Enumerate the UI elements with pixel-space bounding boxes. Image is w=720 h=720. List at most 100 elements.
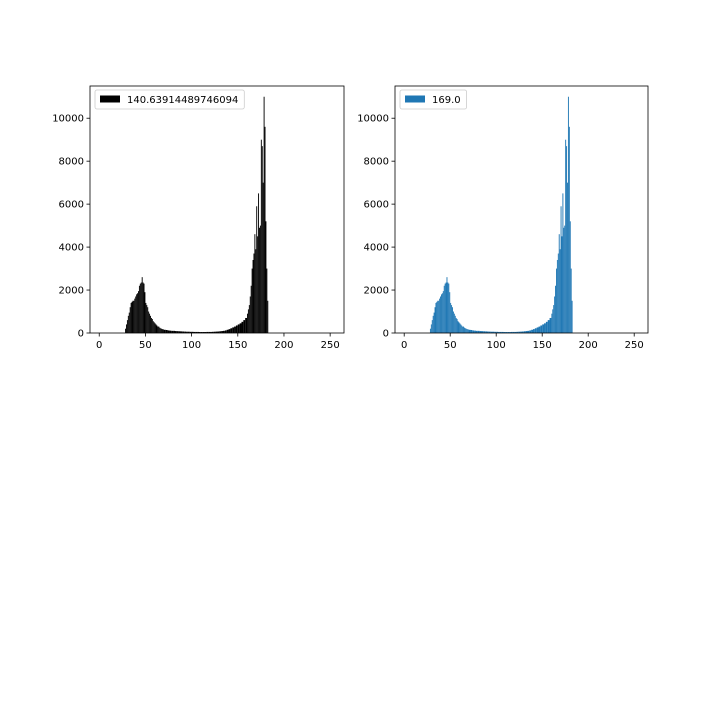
histogram-bar xyxy=(169,330,172,333)
histogram-bar xyxy=(463,326,464,333)
histogram-bar xyxy=(566,146,568,333)
histogram-bar xyxy=(200,332,203,333)
histogram-bar xyxy=(560,206,562,333)
histogram-bar xyxy=(430,324,432,333)
histogram-bar xyxy=(202,332,205,333)
histogram-bar xyxy=(551,313,553,333)
histogram-bar xyxy=(155,324,157,333)
histogram-bar xyxy=(492,331,495,333)
histogram-bar xyxy=(562,193,564,333)
histogram-bar xyxy=(441,293,443,333)
y-tick-label: 0 xyxy=(383,329,389,340)
histogram-bar xyxy=(453,313,455,333)
histogram-bar xyxy=(559,249,561,333)
histogram-bar xyxy=(455,317,457,333)
histogram-bar xyxy=(137,293,139,333)
x-tick-label: 100 xyxy=(487,340,506,351)
histogram-bar xyxy=(235,325,238,333)
histogram-bar xyxy=(556,259,558,333)
histogram-bar xyxy=(514,331,517,333)
histogram-bar xyxy=(141,277,143,333)
histogram-bar xyxy=(239,323,242,333)
histogram-bar xyxy=(521,331,524,333)
x-tick-label: 200 xyxy=(579,340,598,351)
y-axis-ticks-left: 0 2000 4000 6000 8000 10000 xyxy=(52,114,90,340)
histogram-bar xyxy=(434,307,436,333)
histogram-bar xyxy=(448,283,450,333)
histogram-bar xyxy=(158,326,160,333)
legend-box-left xyxy=(94,89,245,110)
histogram-bar xyxy=(253,253,255,333)
histogram-bar xyxy=(211,331,214,333)
histogram-bar xyxy=(498,331,500,333)
histogram-bar xyxy=(433,312,435,333)
histogram-bar xyxy=(145,302,147,333)
histogram-bar xyxy=(452,307,453,333)
histogram-bar xyxy=(267,300,269,333)
histogram-bar xyxy=(224,330,227,333)
histogram-bar xyxy=(465,328,467,333)
histogram-bar xyxy=(488,331,491,333)
histogram-bar xyxy=(444,283,446,333)
histogram-bar xyxy=(533,329,535,333)
legend-swatch-right xyxy=(405,95,425,103)
y-tick-label: 6000 xyxy=(59,200,84,211)
histogram-bar xyxy=(263,96,265,334)
histogram-bar xyxy=(142,282,144,333)
histogram-bar xyxy=(447,282,449,333)
histogram-bar xyxy=(151,319,153,333)
histogram-bar xyxy=(221,331,224,333)
y-tick-label: 8000 xyxy=(364,157,389,168)
histogram-bar xyxy=(232,327,235,333)
y-tick-label: 0 xyxy=(78,329,84,340)
histogram-bar xyxy=(206,331,209,333)
y-tick-label: 10000 xyxy=(52,114,84,125)
histogram-bars-left xyxy=(125,96,269,334)
histogram-bar xyxy=(564,225,566,333)
histogram-bar xyxy=(442,291,444,333)
histogram-bar xyxy=(529,330,532,333)
histogram-bar xyxy=(527,330,530,333)
histogram-bar xyxy=(189,331,192,333)
histogram-bar xyxy=(138,291,139,333)
histogram-bar xyxy=(149,313,151,333)
histogram-bar xyxy=(544,323,546,333)
histogram-bar xyxy=(467,329,469,333)
histogram-bar xyxy=(496,331,499,333)
histogram-panel-right: 0 50 100 150 200 250 0 2000 4000 6000 8000 10000 1… xyxy=(357,85,649,351)
histogram-bar xyxy=(568,126,570,333)
histogram-bar xyxy=(451,305,453,333)
histogram-bar xyxy=(230,328,233,333)
legend-left: 140.63914489746094 xyxy=(94,89,245,110)
histogram-bar xyxy=(247,309,249,333)
histogram-bar xyxy=(554,296,556,333)
histogram-bar xyxy=(259,227,260,333)
histogram-bar xyxy=(162,329,164,333)
histogram-bar xyxy=(452,311,454,333)
histogram-bar xyxy=(150,317,152,333)
histogram-bar xyxy=(505,332,508,333)
histogram-bar xyxy=(461,325,463,333)
histogram-bar xyxy=(147,307,149,333)
histogram-bar xyxy=(523,331,526,333)
histogram-bar xyxy=(479,331,482,333)
histogram-bar xyxy=(241,321,244,333)
histogram-bar xyxy=(487,331,489,333)
histogram-bar xyxy=(445,282,447,333)
histogram-bar xyxy=(571,300,573,333)
y-axis-ticks-right: 0 2000 4000 6000 8000 10000 xyxy=(357,114,395,340)
legend-right: 169.0 xyxy=(399,89,467,110)
histogram-bar xyxy=(441,294,442,333)
y-tick-label: 4000 xyxy=(59,243,84,254)
histogram-panel-left: 0 50 100 150 200 250 0 2000 4000 6000 8000 10000 1… xyxy=(52,85,345,351)
y-tick-label: 6000 xyxy=(364,200,389,211)
histogram-bar xyxy=(437,300,439,333)
histogram-bar xyxy=(499,331,502,333)
histogram-bar xyxy=(186,331,188,333)
histogram-bar xyxy=(193,331,196,333)
histogram-bar xyxy=(171,330,174,333)
histogram-bar xyxy=(157,326,159,333)
histogram-bar xyxy=(234,326,236,333)
histogram-bar xyxy=(443,285,445,333)
